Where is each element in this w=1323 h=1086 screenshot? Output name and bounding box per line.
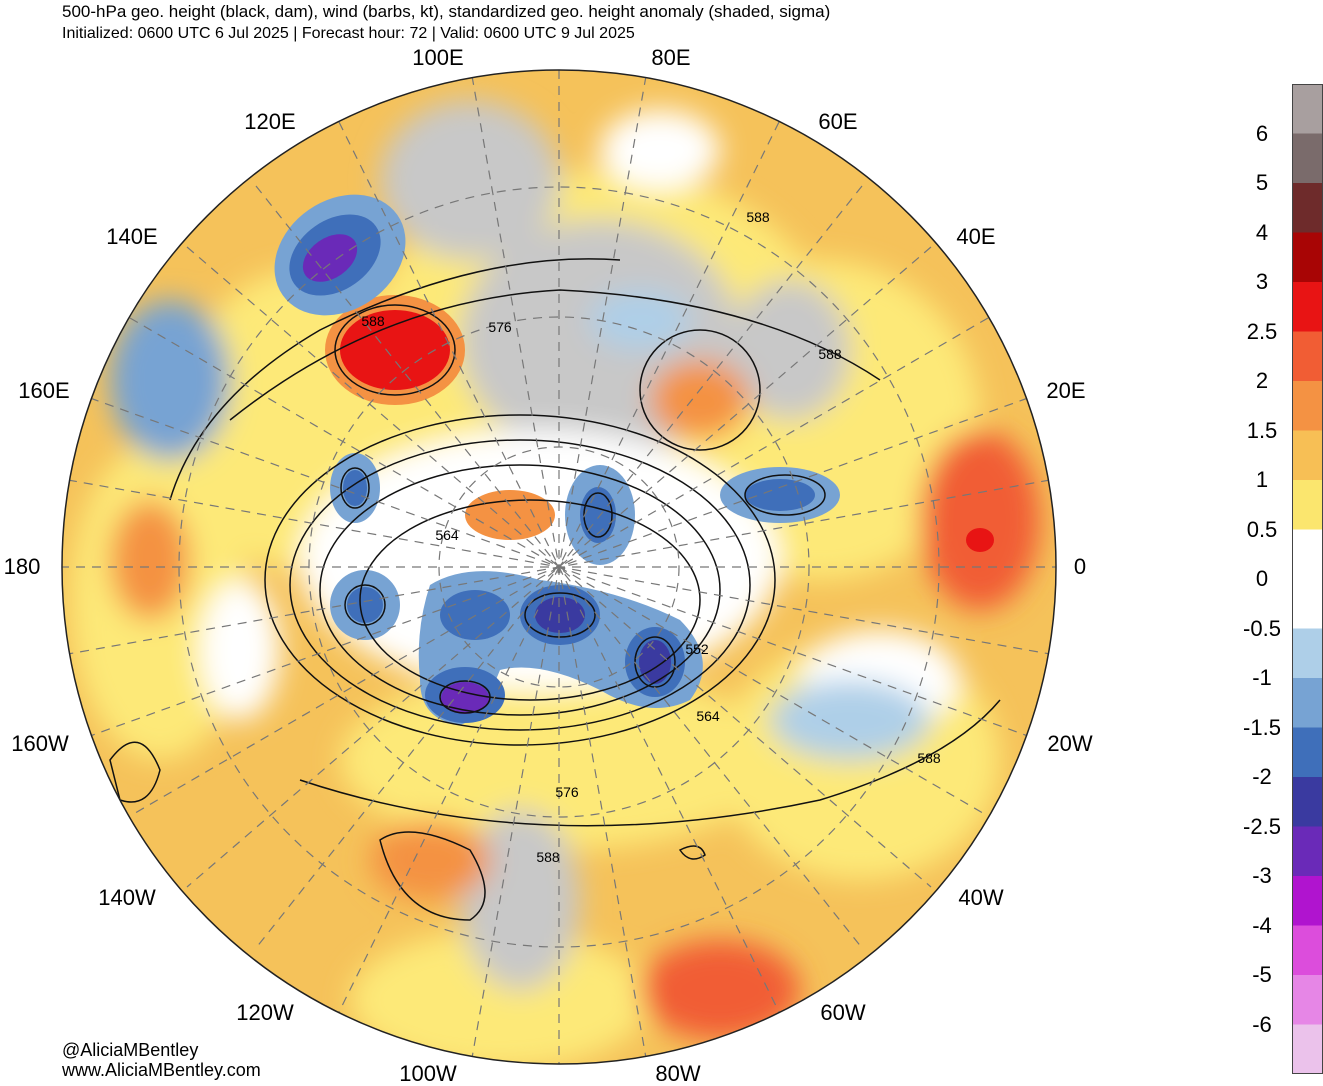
credit-twitter: @AliciaMBentley [62,1040,199,1060]
colorbar-swatch [1292,84,1323,134]
colorbar-swatch [1292,826,1323,877]
colorbar-swatch [1292,232,1323,283]
contour-label: 588 [536,849,560,865]
lon-label-100e: 100E [412,45,464,70]
contour-label: 588 [917,750,941,766]
lon-label-0: 0 [1073,554,1087,579]
colorbar-tick-label: -5 [1252,962,1272,987]
colorbar-tick-label: -2 [1252,764,1272,789]
lon-label-20w: 20W [1047,731,1093,756]
colorbar-tick-label: 5 [1255,170,1269,195]
credit-website: www.AliciaMBentley.com [62,1060,261,1080]
lon-label-120e: 120E [244,109,296,134]
lon-label-40e: 40E [956,224,996,249]
contour-value-labels: 588 576 588 564 552 564 588 576 588 588 [361,209,941,865]
colorbar-tick-label: 6 [1255,120,1269,146]
contour-label: 564 [435,527,459,543]
colorbar-tick-label: -1 [1252,665,1272,690]
colorbar-swatch [1292,529,1323,580]
colorbar-tick-label: 2.5 [1246,318,1278,344]
colorbar-swatch [1292,133,1323,184]
contour-label: 552 [685,641,709,657]
colorbar-tick-label: -0.5 [1243,615,1281,641]
colorbar-swatch [1292,480,1323,530]
colorbar-swatch [1292,381,1323,431]
lon-label-20e: 20E [1046,378,1086,403]
colorbar-swatch [1292,628,1323,679]
colorbar-tick-label: 1 [1255,467,1269,492]
colorbar-tick-label: -1.5 [1243,714,1281,740]
lon-label-80w: 80W [655,1061,701,1086]
colorbar-swatch [1292,727,1323,778]
lon-label-140e: 140E [106,224,158,249]
colorbar-tick-label: -3 [1252,863,1272,888]
lon-label-140w: 140W [98,885,156,910]
colorbar-tick-label: 3 [1255,269,1269,294]
contour-label: 576 [555,784,579,800]
colorbar-tick-label: 4 [1255,219,1269,245]
lon-label-100w: 100W [399,1061,457,1086]
colorbar-tick-label: 2 [1255,368,1269,393]
contour-label: 576 [488,319,512,335]
colorbar-tick-label: 0.5 [1246,516,1278,542]
contour-label: 564 [696,708,720,724]
colorbar-swatch [1292,579,1323,629]
lon-label-160e: 160E [18,378,70,403]
map-title: 500-hPa geo. height (black, dam), wind (… [62,2,831,21]
lon-label-40w: 40W [958,885,1004,910]
colorbar-tick-label: 0 [1255,566,1269,591]
colorbar [1292,84,1323,1074]
contour-label: 588 [746,209,770,225]
colorbar-swatch [1292,678,1323,728]
contour-label: 588 [361,313,385,329]
colorbar-swatch [1292,925,1323,976]
lon-label-160w: 160W [11,731,69,756]
colorbar-swatch [1292,777,1323,827]
colorbar-swatch [1292,975,1323,1025]
colorbar-swatch [1292,430,1323,481]
graticule [62,70,1056,1064]
colorbar-swatch [1292,331,1323,382]
colorbar-swatch [1292,876,1323,926]
colorbar-tick-label: -4 [1252,912,1272,938]
colorbar-swatch [1292,1024,1323,1074]
map-border [61,69,1057,1065]
colorbar-swatch [1292,183,1323,233]
lon-label-180: 180 [3,554,41,579]
lon-label-120w: 120W [236,1000,294,1025]
colorbar-swatch [1292,282,1323,332]
lon-label-60e: 60E [818,109,858,134]
colorbar-tick-label: -6 [1252,1011,1272,1037]
lon-label-60w: 60W [820,1000,866,1025]
map-subtitle: Initialized: 0600 UTC 6 Jul 2025 | Forec… [62,25,635,42]
height-contours [109,258,1001,921]
contour-label: 588 [818,346,842,362]
colorbar-tick-label: 1.5 [1246,417,1278,443]
lon-label-80e: 80E [651,45,691,70]
colorbar-tick-label: -2.5 [1243,813,1281,839]
